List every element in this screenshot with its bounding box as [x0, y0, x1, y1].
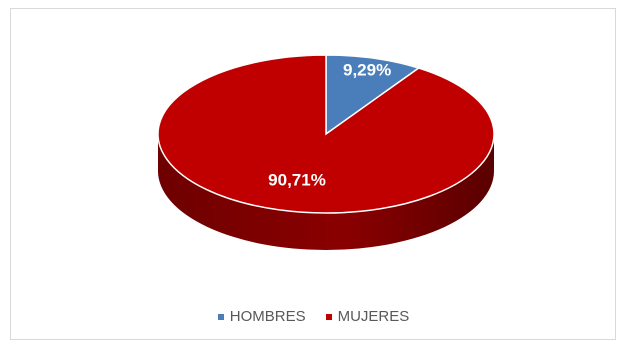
data-label-mujeres: 90,71% — [268, 170, 326, 189]
legend-label-mujeres: MUJERES — [337, 308, 410, 325]
pie-side-mujeres — [158, 134, 494, 250]
legend-swatch-hombres — [217, 313, 224, 320]
legend: HOMBRES MUJERES — [0, 308, 627, 325]
legend-item-mujeres: MUJERES — [325, 308, 410, 325]
legend-swatch-mujeres — [325, 313, 332, 320]
data-label-hombres: 9,29% — [343, 61, 391, 80]
legend-label-hombres: HOMBRES — [229, 308, 306, 325]
legend-item-hombres: HOMBRES — [217, 308, 306, 325]
pie-slice-mujeres — [157, 54, 495, 214]
pie-slice-hombres — [325, 54, 421, 136]
